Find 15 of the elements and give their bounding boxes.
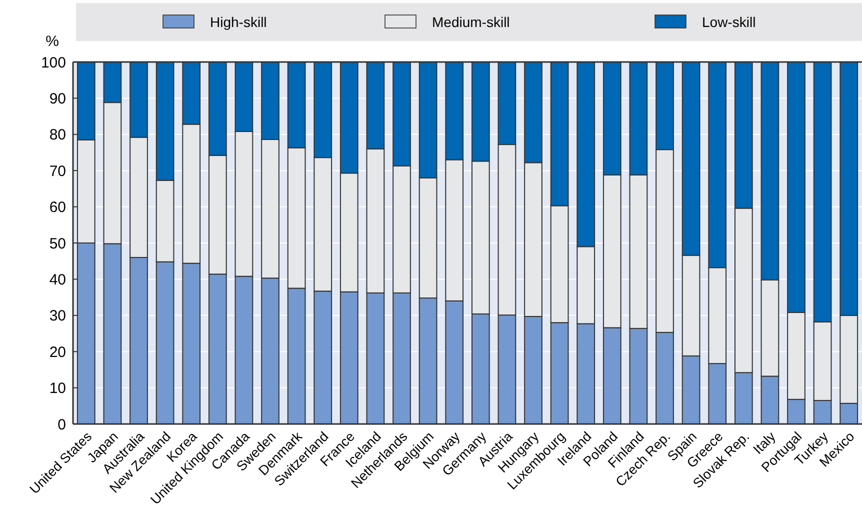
legend-label: Low-skill	[702, 14, 756, 30]
y-tick-label: 30	[49, 308, 66, 325]
y-tick-label: 0	[58, 416, 66, 434]
y-tick-label: 60	[49, 199, 66, 216]
y-tick-label: 10	[49, 380, 66, 398]
y-tick-label: 90	[49, 90, 66, 108]
y-tick-label: 50	[49, 235, 66, 252]
y-axis-title: %	[46, 33, 59, 50]
y-tick-label: 70	[49, 162, 66, 180]
y-tick-label: 40	[49, 271, 66, 288]
y-tick-label: 20	[49, 344, 66, 361]
y-tick-label: 80	[49, 126, 66, 144]
legend-label: High-skill	[210, 14, 267, 30]
legend-label: Medium-skill	[432, 14, 510, 30]
y-tick-label: 100	[40, 54, 66, 72]
